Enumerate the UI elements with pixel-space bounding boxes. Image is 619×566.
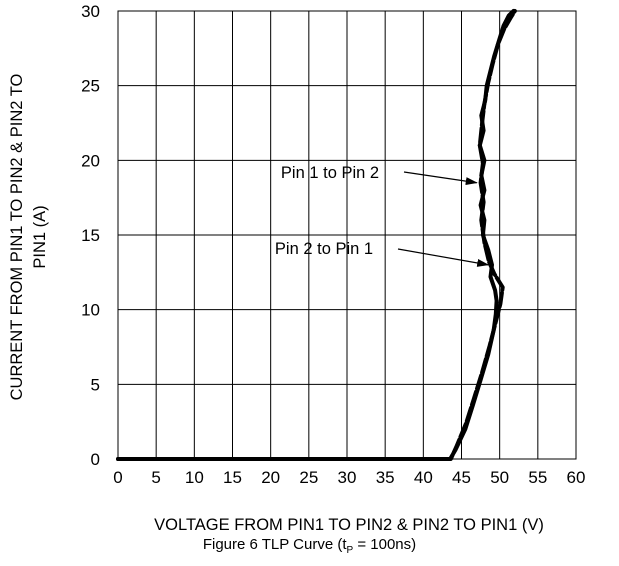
x-tick-label: 10 xyxy=(185,468,204,487)
grid-lines xyxy=(117,10,577,460)
figure-caption: Figure 6 TLP Curve (tP = 100ns) xyxy=(0,536,619,556)
x-tick-label: 20 xyxy=(261,468,280,487)
x-tick-label: 40 xyxy=(414,468,433,487)
x-tick-label: 50 xyxy=(490,468,509,487)
series-line-2 xyxy=(116,9,517,461)
x-tick-label: 25 xyxy=(299,468,318,487)
annotations: Pin 1 to Pin 2 Pin 2 to Pin 1 xyxy=(275,164,490,267)
caption-subscript: P xyxy=(346,545,354,556)
series-layer xyxy=(116,9,517,461)
y-tick-label: 10 xyxy=(81,301,100,320)
caption-suffix: = 100ns) xyxy=(353,536,417,553)
annotation-arrow-1 xyxy=(403,171,478,186)
annotation-arrow-2 xyxy=(397,248,490,267)
x-tick-label: 35 xyxy=(376,468,395,487)
x-tick-label: 5 xyxy=(151,468,160,487)
y-tick-label: 0 xyxy=(91,450,100,469)
x-tick-label: 15 xyxy=(223,468,242,487)
caption-prefix: Figure 6 TLP Curve (t xyxy=(202,536,347,553)
x-tick-label: 60 xyxy=(567,468,586,487)
y-tick-label: 20 xyxy=(81,151,100,170)
y-axis-title-line2: PIN1 (A) xyxy=(31,205,49,268)
y-tick-label: 5 xyxy=(91,375,100,394)
y-tick-label: 15 xyxy=(81,226,100,245)
plot-frame xyxy=(117,10,577,460)
y-axis-title-line1: CURRENT FROM PIN1 TO PIN2 & PIN2 TO xyxy=(8,73,26,400)
tick-labels: 0 5 10 15 20 25 30 35 40 45 50 55 60 0 5 10 15 20 25 30 xyxy=(81,2,585,487)
x-tick-label: 45 xyxy=(452,468,471,487)
x-tick-label: 0 xyxy=(113,468,122,487)
x-tick-label: 55 xyxy=(528,468,547,487)
x-axis-title: VOLTAGE FROM PIN1 TO PIN2 & PIN2 TO PIN1… xyxy=(154,516,544,534)
annotation-label-2: Pin 2 to Pin 1 xyxy=(275,240,373,258)
x-tick-label: 30 xyxy=(338,468,357,487)
y-tick-label: 30 xyxy=(81,2,100,21)
y-tick-label: 25 xyxy=(81,77,100,96)
annotation-label-1: Pin 1 to Pin 2 xyxy=(281,164,379,182)
